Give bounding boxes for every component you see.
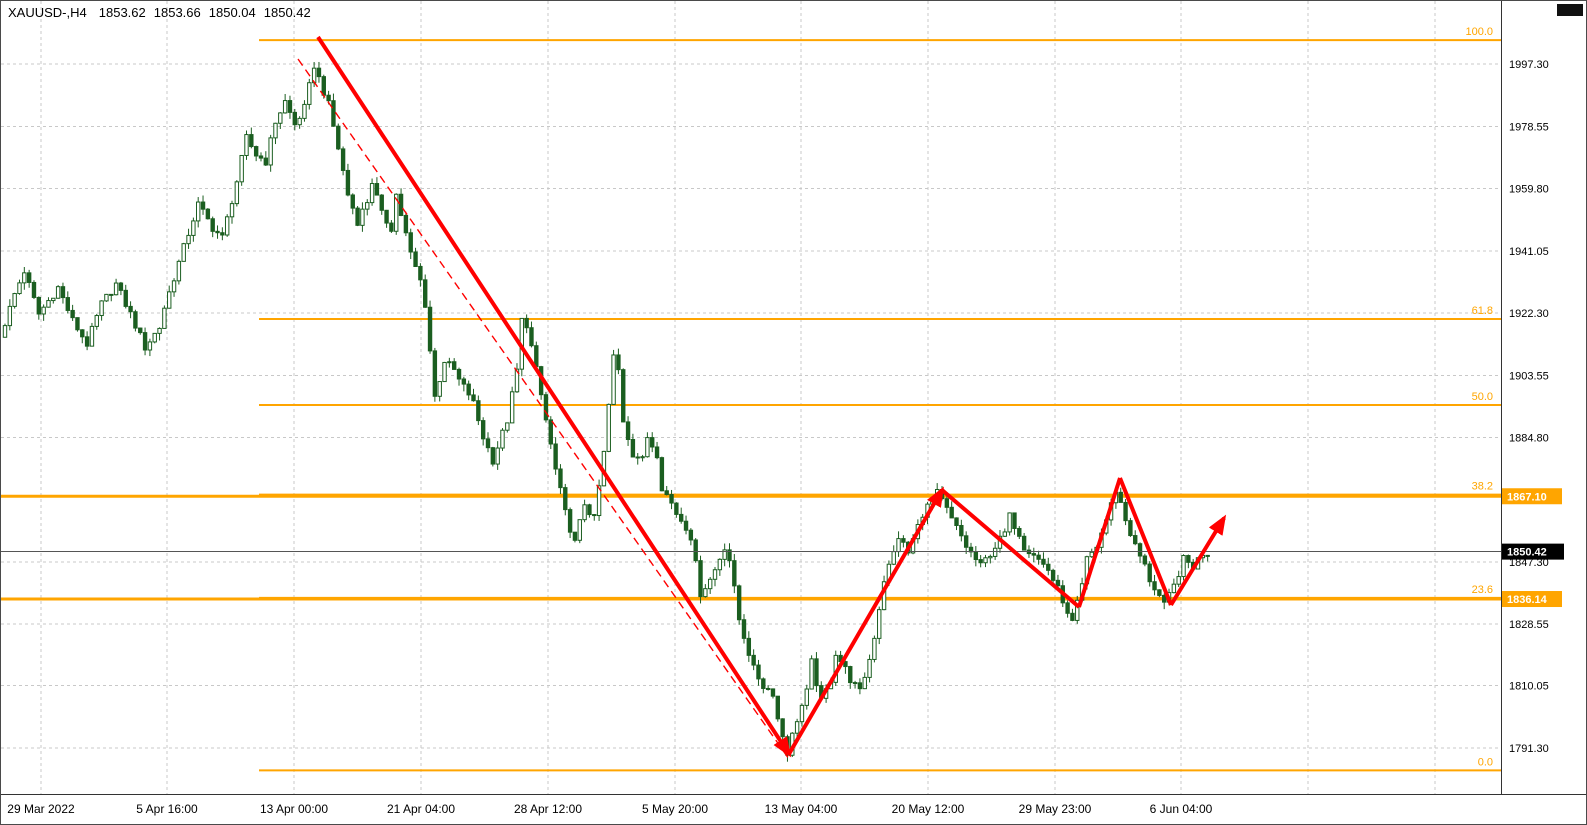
svg-text:1850.42: 1850.42	[1507, 547, 1547, 559]
price-tick-label: 1959.80	[1509, 184, 1549, 196]
time-tick-label: 29 Mar 2022	[7, 802, 75, 816]
price-tick-label: 1828.55	[1509, 619, 1549, 631]
time-tick-label: 29 May 23:00	[1019, 802, 1092, 816]
price-axis[interactable]: 1997.30 1978.55 1959.80 1941.05 1922.30 1903.…	[1501, 1, 1584, 794]
price-tick-label: 1941.05	[1509, 246, 1549, 258]
ohlc-low: 1850.04	[208, 5, 256, 20]
trend-arrow	[1169, 514, 1227, 607]
price-tick-label: 1847.30	[1509, 557, 1549, 569]
chart-corner-marker	[1557, 4, 1583, 16]
trend-annotations-layer	[297, 35, 1227, 760]
fib-level-label: 23.6	[1472, 584, 1493, 596]
symbol-timeframe-label: XAUUSD-,H4	[8, 5, 87, 20]
candles-layer	[2, 61, 1210, 762]
dashed-trendline	[297, 58, 790, 760]
trend-arrow	[787, 486, 945, 756]
price-tick-label: 1903.55	[1509, 370, 1549, 382]
trend-arrow	[940, 488, 1081, 609]
ohlc-high: 1853.66	[153, 5, 201, 20]
trend-arrow	[1077, 477, 1122, 608]
price-tick-label: 1884.80	[1509, 432, 1549, 444]
price-level-badge	[1502, 488, 1562, 505]
time-tick-label: 21 Apr 04:00	[387, 802, 455, 816]
current-price-badge	[1502, 543, 1564, 560]
grid-layer	[1, 1, 1501, 794]
time-tick-label: 5 Apr 16:00	[136, 802, 198, 816]
trend-arrow	[316, 35, 792, 758]
time-tick-label: 20 May 12:00	[892, 802, 965, 816]
fibonacci-retracement: 100.0 61.8 50.0 38.2 23.6 0.0	[259, 26, 1501, 772]
svg-text:1836.14: 1836.14	[1507, 594, 1548, 606]
price-level-badge	[1502, 591, 1562, 608]
time-tick-label: 13 May 04:00	[765, 802, 838, 816]
price-tick-label: 1978.55	[1509, 121, 1549, 133]
fib-level-label: 38.2	[1472, 481, 1493, 493]
fib-level-label: 50.0	[1472, 391, 1493, 403]
time-tick-label: 28 Apr 12:00	[514, 802, 582, 816]
price-tick-label: 1997.30	[1509, 59, 1549, 71]
ohlc-close: 1850.42	[263, 5, 311, 20]
horizontal-lines-layer	[1, 494, 1501, 601]
chart-title: XAUUSD-,H4 1853.62 1853.66 1850.04 1850.42	[8, 5, 319, 20]
time-tick-label: 5 May 20:00	[642, 802, 708, 816]
fib-level-label: 61.8	[1472, 305, 1493, 317]
svg-text:1867.10: 1867.10	[1507, 491, 1547, 503]
ohlc-open: 1853.62	[98, 5, 146, 20]
trend-arrow	[1118, 477, 1173, 606]
fib-level-label: 100.0	[1465, 26, 1493, 38]
time-tick-label: 13 Apr 00:00	[260, 802, 328, 816]
time-axis[interactable]: 29 Mar 2022 5 Apr 16:00 13 Apr 00:00 21 Apr…	[1, 794, 1587, 817]
price-tick-label: 1810.05	[1509, 681, 1549, 693]
time-tick-label: 6 Jun 04:00	[1150, 802, 1213, 816]
price-tick-label: 1922.30	[1509, 308, 1549, 320]
fib-level-label: 0.0	[1478, 756, 1493, 768]
price-tick-label: 1791.30	[1509, 743, 1549, 755]
